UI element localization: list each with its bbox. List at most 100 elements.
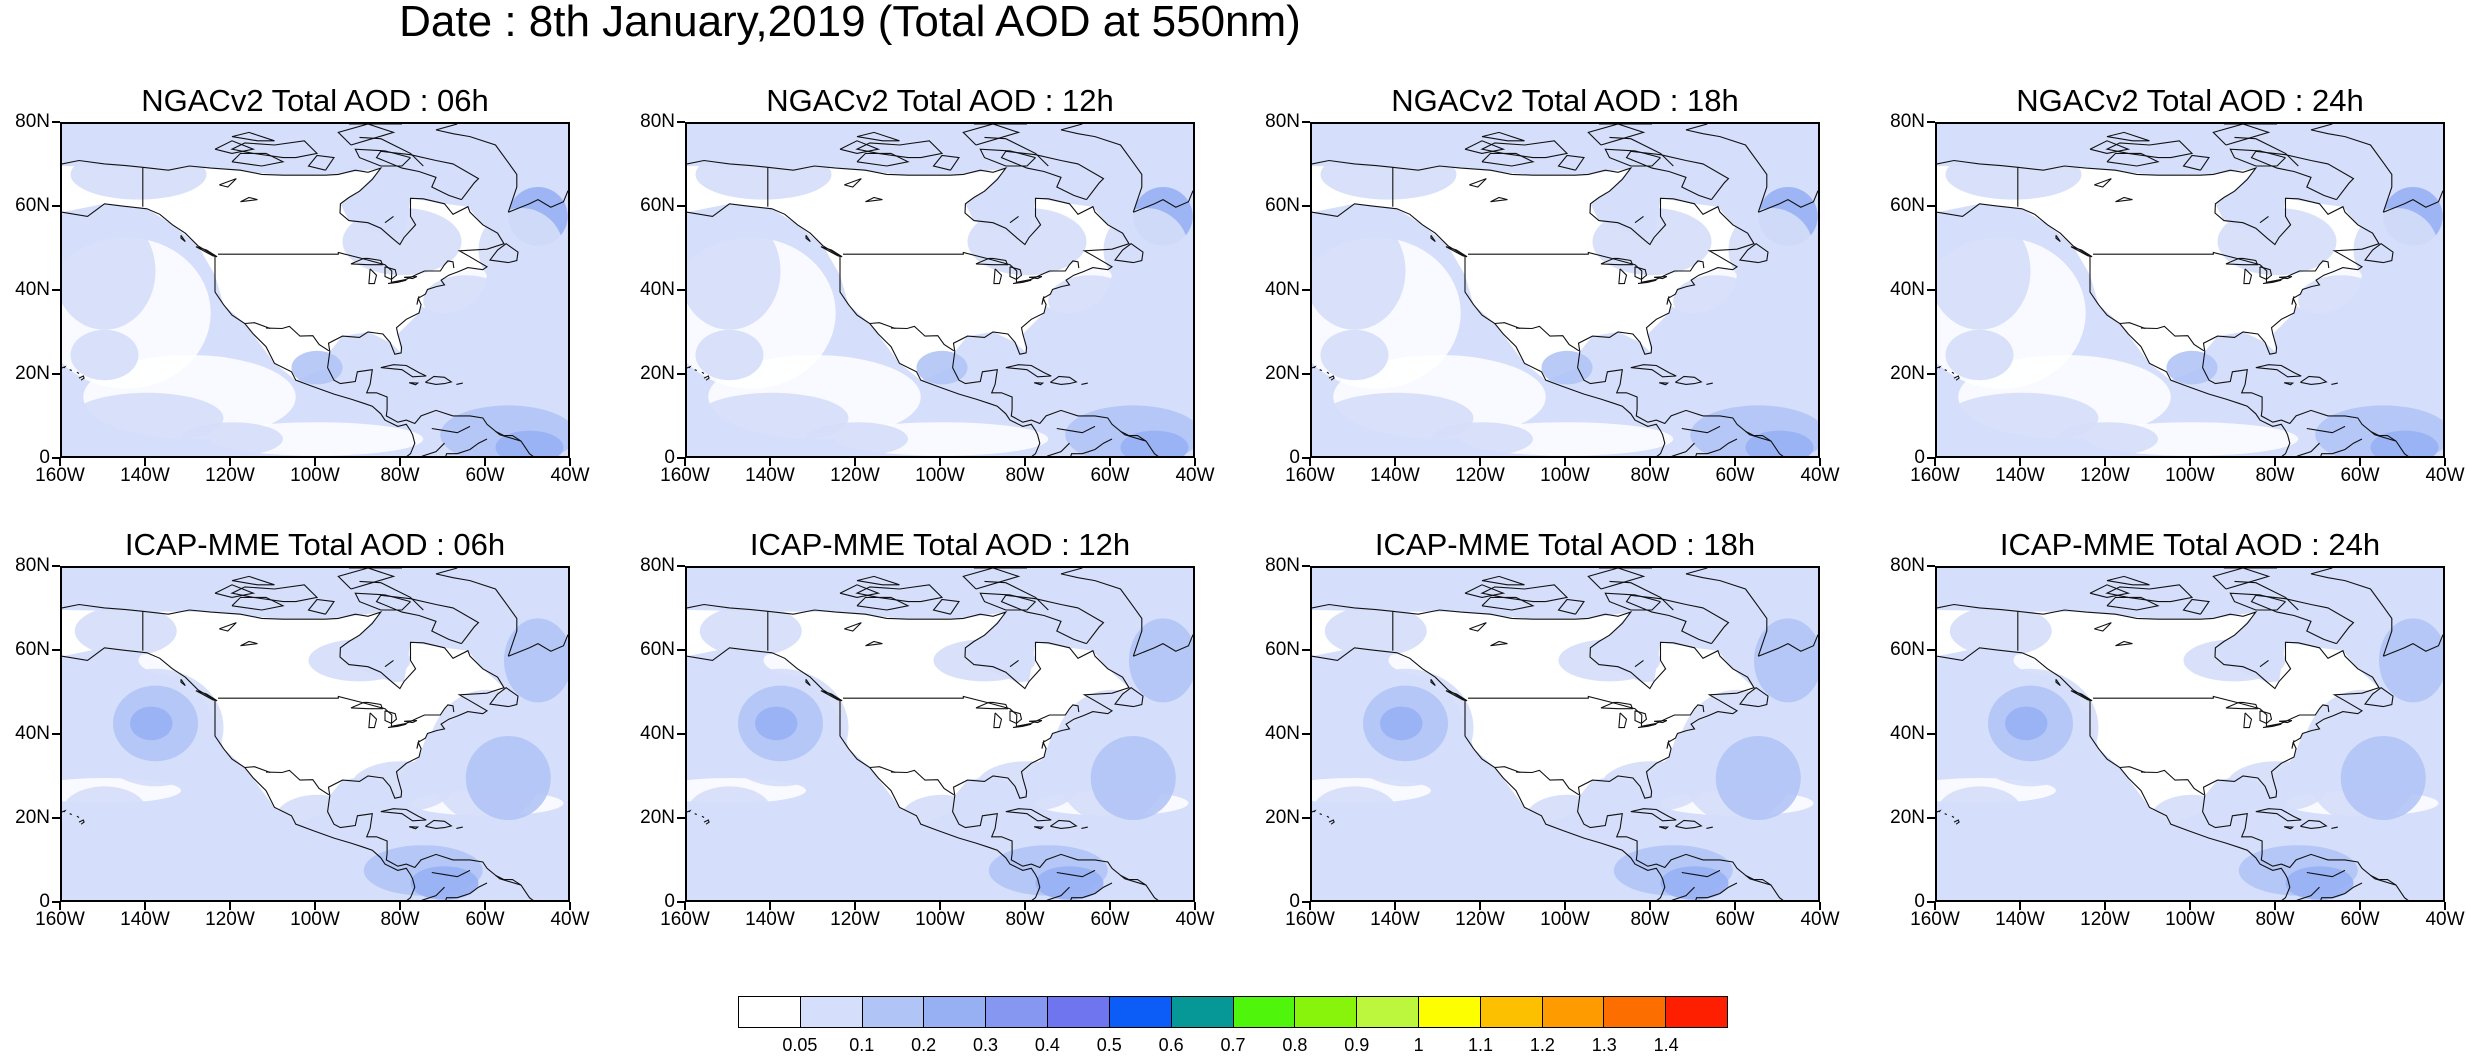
lon-tick [2359, 458, 2361, 466]
coastline [445, 438, 488, 456]
map-panel: NGACv2 Total AOD : 12h 80N 60N 40N 20N 0 160W 1… [625, 82, 1385, 502]
coastline [1070, 882, 1113, 900]
aod-patch [2183, 639, 2286, 682]
aod-map [1937, 124, 2443, 456]
coastline [979, 592, 1036, 611]
coastline [384, 266, 398, 281]
coastline [1041, 740, 1045, 749]
lon-tick [2104, 902, 2106, 910]
lon-tick-label: 140W [1370, 465, 1420, 486]
lon-tick-label: 80W [380, 909, 420, 930]
lon-tick [939, 458, 941, 466]
aod-patch [478, 208, 564, 292]
coastline [962, 568, 1021, 590]
aod-patch [2298, 275, 2384, 326]
lon-tick-label: 140W [120, 909, 170, 930]
coastline [409, 382, 420, 386]
coastline [1481, 596, 1535, 611]
coastline [2106, 596, 2160, 611]
aod-map [1312, 124, 1818, 456]
lon-tick-label: 60W [465, 465, 505, 486]
lat-tick [677, 733, 685, 735]
lon-tick [1479, 458, 1481, 466]
colorbar-label: 1.1 [1467, 1035, 1494, 1055]
coastline [975, 257, 1009, 266]
map-panel: NGACv2 Total AOD : 18h 80N 60N 40N 20N 0 160W 1… [1250, 82, 2010, 502]
lat-tick [1927, 289, 1935, 291]
lon-tick [1194, 458, 1196, 466]
aod-patch [1048, 275, 1134, 326]
lat-tick [1302, 901, 1310, 903]
coastline [62, 647, 416, 900]
map-panel: ICAP-MME Total AOD : 12h 80N 60N 40N 20N 0 160… [625, 526, 1385, 946]
coastline [1745, 430, 1772, 442]
coastline [2262, 279, 2282, 285]
lat-tick [1927, 901, 1935, 903]
low-aod-land-region [1937, 166, 2379, 381]
colorbar-swatch [1418, 997, 1481, 1027]
lon-tick [2019, 902, 2021, 910]
coastline [1758, 634, 1818, 657]
colorbar-label: 0.7 [1220, 1035, 1246, 1055]
coastline [952, 351, 1159, 456]
lon-tick [1819, 458, 1821, 466]
coastline [2225, 257, 2259, 266]
low-aod-land-region [62, 166, 504, 381]
aod-patch [1673, 275, 1759, 326]
lon-tick [1109, 458, 1111, 466]
coastline [195, 690, 218, 702]
coastline [218, 695, 455, 727]
lon-tick-label: 40W [1800, 465, 1840, 486]
colorbar-label: 0.05 [782, 1035, 818, 1055]
coastline [1604, 148, 1661, 167]
coastline [2383, 634, 2443, 657]
coastline [1577, 351, 1784, 456]
lat-tick-label: 80N [640, 555, 675, 576]
lat-tick-label: 0 [39, 891, 50, 912]
coastline [2094, 178, 2112, 188]
coastline [1557, 598, 1585, 615]
coastline [2250, 150, 2355, 201]
coastline [820, 246, 843, 258]
lon-tick [1109, 902, 1111, 910]
coastline [2093, 251, 2330, 283]
coastline [1675, 819, 1703, 829]
coastline [488, 243, 519, 264]
colorbar-label: 1 [1413, 1035, 1424, 1055]
coastline [2255, 808, 2302, 822]
lon-tick [1479, 902, 1481, 910]
coastline [932, 598, 960, 615]
aod-patch [2149, 794, 2235, 846]
lat-tick-label: 60N [640, 195, 675, 216]
lon-tick-label: 40W [1800, 909, 1840, 930]
coastline [1937, 603, 2380, 799]
aod-patch [308, 639, 411, 682]
coastline [431, 425, 471, 434]
coastline [865, 196, 883, 203]
lat-tick-label: 80N [1265, 555, 1300, 576]
coastline [387, 723, 407, 729]
lon-tick [769, 458, 771, 466]
coastline [2115, 640, 2133, 647]
colorbar-label: 0.4 [1034, 1035, 1060, 1055]
coastline [962, 124, 1021, 146]
coastline [2306, 869, 2346, 878]
coastline [1464, 584, 1506, 598]
coastline [69, 369, 72, 372]
lon-tick [684, 458, 686, 466]
coastline [1654, 719, 1668, 724]
coastline [1937, 809, 1942, 813]
aod-patch [1312, 212, 1406, 330]
lon-tick [229, 902, 231, 910]
coastline [307, 154, 335, 171]
coastline [2182, 598, 2210, 615]
lat-tick-label: 20N [1265, 807, 1300, 828]
lon-tick-label: 160W [660, 909, 710, 930]
coastline [1009, 710, 1023, 725]
lat-tick-label: 80N [15, 111, 50, 132]
coastline [2291, 740, 2295, 749]
coastline [979, 148, 1036, 167]
low-aod-patch [2013, 643, 2116, 678]
lat-tick [1927, 121, 1935, 123]
aod-patch [1728, 208, 1814, 292]
